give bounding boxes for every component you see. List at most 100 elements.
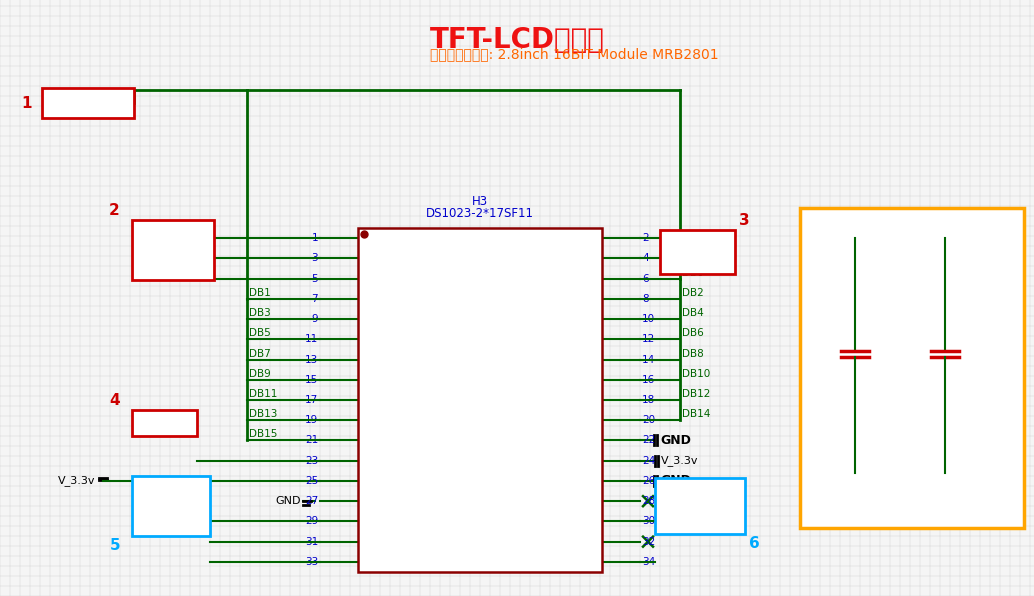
Text: DB12: DB12: [570, 395, 598, 405]
Text: PF0: PF0: [687, 238, 708, 251]
Text: DB5: DB5: [362, 334, 384, 344]
Text: 15: 15: [305, 375, 318, 385]
Text: TP_NIRQ: TP_NIRQ: [362, 536, 406, 547]
Text: DB0: DB0: [576, 274, 598, 284]
Text: 31: 31: [305, 536, 318, 547]
Text: DB7: DB7: [249, 349, 271, 359]
Bar: [800, 208, 1024, 528]
Text: DB11: DB11: [362, 395, 391, 405]
Text: 10uF: 10uF: [961, 359, 990, 372]
Text: GND: GND: [574, 476, 598, 486]
Bar: [655, 478, 746, 534]
Text: V_3.3v: V_3.3v: [661, 455, 699, 466]
Bar: [358, 228, 602, 572]
Bar: [660, 230, 735, 274]
Text: 3: 3: [739, 213, 750, 228]
Text: DB11: DB11: [249, 389, 277, 399]
Bar: [132, 410, 197, 436]
Text: PB15: PB15: [685, 490, 714, 503]
Text: 18: 18: [642, 395, 656, 405]
Text: 20: 20: [642, 415, 656, 425]
Text: V_3.3v: V_3.3v: [925, 209, 965, 222]
Text: 7: 7: [311, 294, 318, 304]
Text: NC: NC: [583, 496, 598, 506]
Text: DB2: DB2: [682, 288, 704, 298]
Text: DB[0..15]: DB[0..15]: [58, 97, 118, 110]
Text: GND: GND: [932, 495, 959, 508]
Text: DB6: DB6: [682, 328, 704, 339]
Text: PD7: PD7: [161, 226, 185, 240]
Text: 10uF: 10uF: [871, 359, 900, 372]
Text: 34: 34: [642, 557, 656, 567]
Text: 19: 19: [305, 415, 318, 425]
Text: 12: 12: [642, 334, 656, 344]
Text: DB3: DB3: [362, 314, 384, 324]
Text: 使用的显示屏为: 2.8inch 16BIT Module MRB2801: 使用的显示屏为: 2.8inch 16BIT Module MRB2801: [430, 47, 719, 61]
Text: GND: GND: [574, 436, 598, 445]
Text: 22: 22: [642, 436, 656, 445]
Text: DB0: DB0: [682, 268, 703, 278]
Text: DB8: DB8: [576, 355, 598, 365]
Text: 8: 8: [642, 294, 648, 304]
Text: LCD_RS: LCD_RS: [558, 232, 598, 244]
Text: GND: GND: [362, 496, 386, 506]
Text: TP_MISO: TP_MISO: [362, 516, 406, 527]
Text: LCD-CS: LCD-CS: [362, 233, 401, 243]
Text: DB2: DB2: [576, 294, 598, 304]
Text: GND: GND: [842, 495, 869, 508]
Text: VDD: VDD: [575, 456, 598, 465]
Text: 4: 4: [110, 393, 120, 408]
Text: DB14: DB14: [570, 415, 598, 425]
Text: DB1: DB1: [362, 294, 384, 304]
Text: PD5: PD5: [161, 241, 185, 254]
Text: DB13: DB13: [249, 409, 277, 419]
Text: C33: C33: [961, 337, 984, 349]
Text: 3: 3: [311, 253, 318, 263]
Text: PB13: PB13: [685, 509, 714, 522]
Text: 11: 11: [305, 334, 318, 344]
Text: DB10: DB10: [570, 375, 598, 385]
Text: DB14: DB14: [682, 409, 710, 419]
Text: DB6: DB6: [576, 334, 598, 344]
Text: DB4: DB4: [576, 314, 598, 324]
Text: 9: 9: [311, 314, 318, 324]
Bar: [42, 88, 134, 118]
Text: DS1023-2*17SF11: DS1023-2*17SF11: [426, 207, 534, 220]
Text: DB4: DB4: [682, 308, 704, 318]
Text: V_3.3v: V_3.3v: [835, 209, 875, 222]
Text: 30: 30: [642, 516, 656, 526]
Text: 33: 33: [305, 557, 318, 567]
Text: DB9: DB9: [249, 369, 271, 379]
Text: 7: 7: [1006, 210, 1018, 228]
Text: 1: 1: [311, 233, 318, 243]
Text: 2: 2: [642, 233, 648, 243]
Text: 5: 5: [110, 538, 120, 553]
Text: VDD: VDD: [362, 476, 385, 486]
Text: DB15: DB15: [362, 436, 391, 445]
Text: 2: 2: [110, 203, 120, 218]
Text: PD4: PD4: [686, 253, 709, 266]
Text: PB14: PB14: [156, 483, 186, 495]
Text: 21: 21: [305, 436, 318, 445]
Text: C32: C32: [871, 337, 894, 349]
Text: DB9: DB9: [362, 375, 384, 385]
Text: 24: 24: [642, 456, 656, 465]
Text: 6: 6: [642, 274, 648, 284]
Text: 10: 10: [642, 314, 656, 324]
Text: DB7: DB7: [362, 355, 384, 365]
Text: 10uF: 10uF: [962, 478, 990, 488]
Text: GND: GND: [660, 474, 691, 488]
Text: PB12: PB12: [156, 513, 186, 526]
Text: 5: 5: [311, 274, 318, 284]
Text: H3: H3: [472, 195, 488, 208]
Text: 29: 29: [305, 516, 318, 526]
Text: DB12: DB12: [682, 389, 710, 399]
Text: LCD_BL: LCD_BL: [362, 455, 401, 466]
Text: TP_CS: TP_CS: [362, 557, 394, 567]
Text: PG2: PG2: [153, 417, 177, 430]
Text: DB13: DB13: [362, 415, 391, 425]
Text: DB3: DB3: [249, 308, 271, 318]
Text: 1: 1: [22, 95, 32, 110]
Text: C33: C33: [962, 458, 983, 468]
Text: GND: GND: [660, 434, 691, 447]
